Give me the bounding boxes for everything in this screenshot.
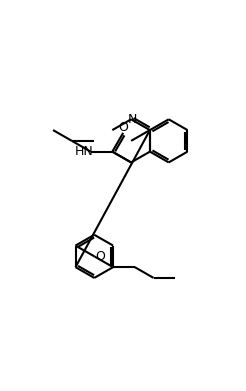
Text: HN: HN (75, 145, 94, 158)
Text: N: N (128, 113, 137, 126)
Text: O: O (95, 250, 105, 263)
Text: O: O (118, 121, 128, 134)
